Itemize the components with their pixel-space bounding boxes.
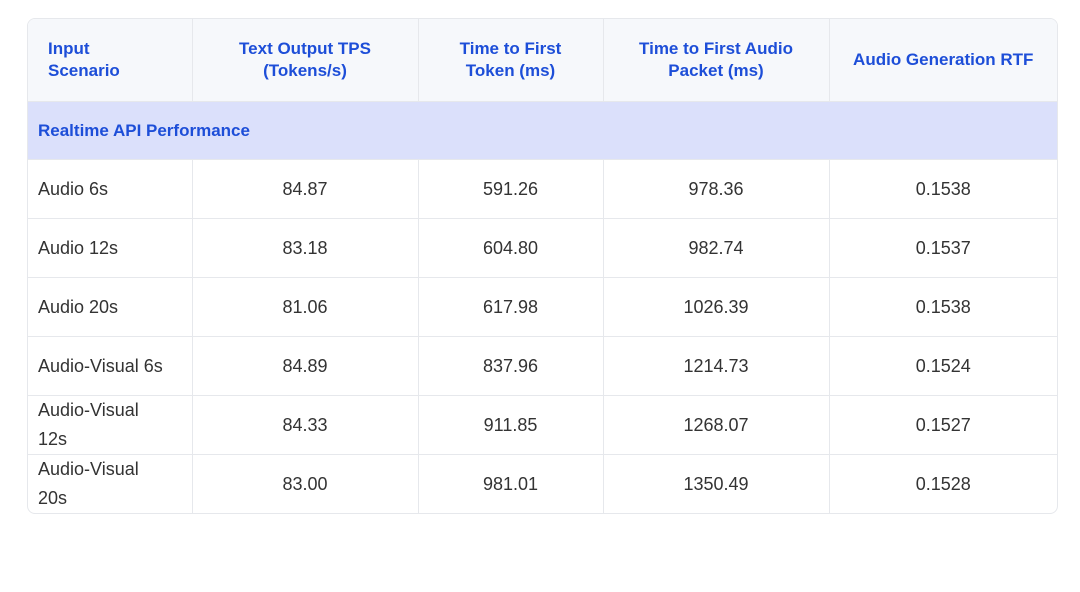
table-body: Realtime API Performance Audio 6s 84.87 59… bbox=[28, 101, 1057, 513]
section-title: Realtime API Performance bbox=[28, 101, 1057, 160]
cell: 1214.73 bbox=[603, 336, 830, 396]
cell: 1026.39 bbox=[603, 277, 830, 337]
row-label: Audio-Visual 6s bbox=[28, 336, 193, 396]
cell: 982.74 bbox=[603, 218, 830, 278]
row-label: Audio-Visual 12s bbox=[28, 395, 193, 455]
cell: 0.1538 bbox=[829, 277, 1057, 337]
row-label: Audio 20s bbox=[28, 277, 193, 337]
table-row: Audio-Visual 12s 84.33 911.85 1268.07 0.1527 bbox=[28, 395, 1057, 455]
cell: 0.1538 bbox=[829, 159, 1057, 219]
table-row: Audio-Visual 6s 84.89 837.96 1214.73 0.1524 bbox=[28, 336, 1057, 396]
table-card: Input Scenario Text Output TPS (Tokens/s)… bbox=[27, 18, 1058, 514]
cell: 0.1524 bbox=[829, 336, 1057, 396]
header-row: Input Scenario Text Output TPS (Tokens/s)… bbox=[28, 19, 1057, 102]
section-row: Realtime API Performance bbox=[28, 101, 1057, 160]
column-header: Time to First Token (ms) bbox=[418, 19, 604, 102]
table-row: Audio 6s 84.87 591.26 978.36 0.1538 bbox=[28, 159, 1057, 219]
table-row: Audio 20s 81.06 617.98 1026.39 0.1538 bbox=[28, 277, 1057, 337]
row-label: Audio 6s bbox=[28, 159, 193, 219]
column-header: Time to First Audio Packet (ms) bbox=[603, 19, 830, 102]
cell: 604.80 bbox=[418, 218, 604, 278]
cell: 0.1528 bbox=[915, 473, 971, 494]
cell: 83.18 bbox=[192, 218, 419, 278]
cell: 981.01 bbox=[418, 454, 604, 513]
cell: 84.33 bbox=[192, 395, 419, 455]
cell: 911.85 bbox=[418, 395, 604, 455]
table: Input Scenario Text Output TPS (Tokens/s)… bbox=[28, 19, 1057, 513]
cell: 0.1537 bbox=[829, 218, 1057, 278]
cell: 1268.07 bbox=[603, 395, 830, 455]
row-label: Audio-Visual 20s bbox=[28, 454, 193, 513]
cell: 617.98 bbox=[418, 277, 604, 337]
row-label: Audio 12s bbox=[28, 218, 193, 278]
column-header: Text Output TPS (Tokens/s) bbox=[192, 19, 419, 102]
table-row: Audio 12s 83.18 604.80 982.74 0.1537 bbox=[28, 218, 1057, 278]
column-header: Audio Generation RTF bbox=[829, 19, 1057, 102]
cell: 83.00 bbox=[192, 454, 419, 513]
table-row: Audio-Visual 20s 83.00 981.01 1350.49 0.1528 bbox=[28, 454, 1057, 513]
cell: 81.06 bbox=[192, 277, 419, 337]
cell: 837.96 bbox=[418, 336, 604, 396]
cell: 978.36 bbox=[603, 159, 830, 219]
cell: 84.87 bbox=[192, 159, 419, 219]
cell: 0.1527 bbox=[829, 395, 1057, 455]
cell: 591.26 bbox=[418, 159, 604, 219]
cell: 84.89 bbox=[192, 336, 419, 396]
cell: 1350.49 bbox=[603, 454, 830, 513]
column-header: Input Scenario bbox=[28, 19, 193, 102]
